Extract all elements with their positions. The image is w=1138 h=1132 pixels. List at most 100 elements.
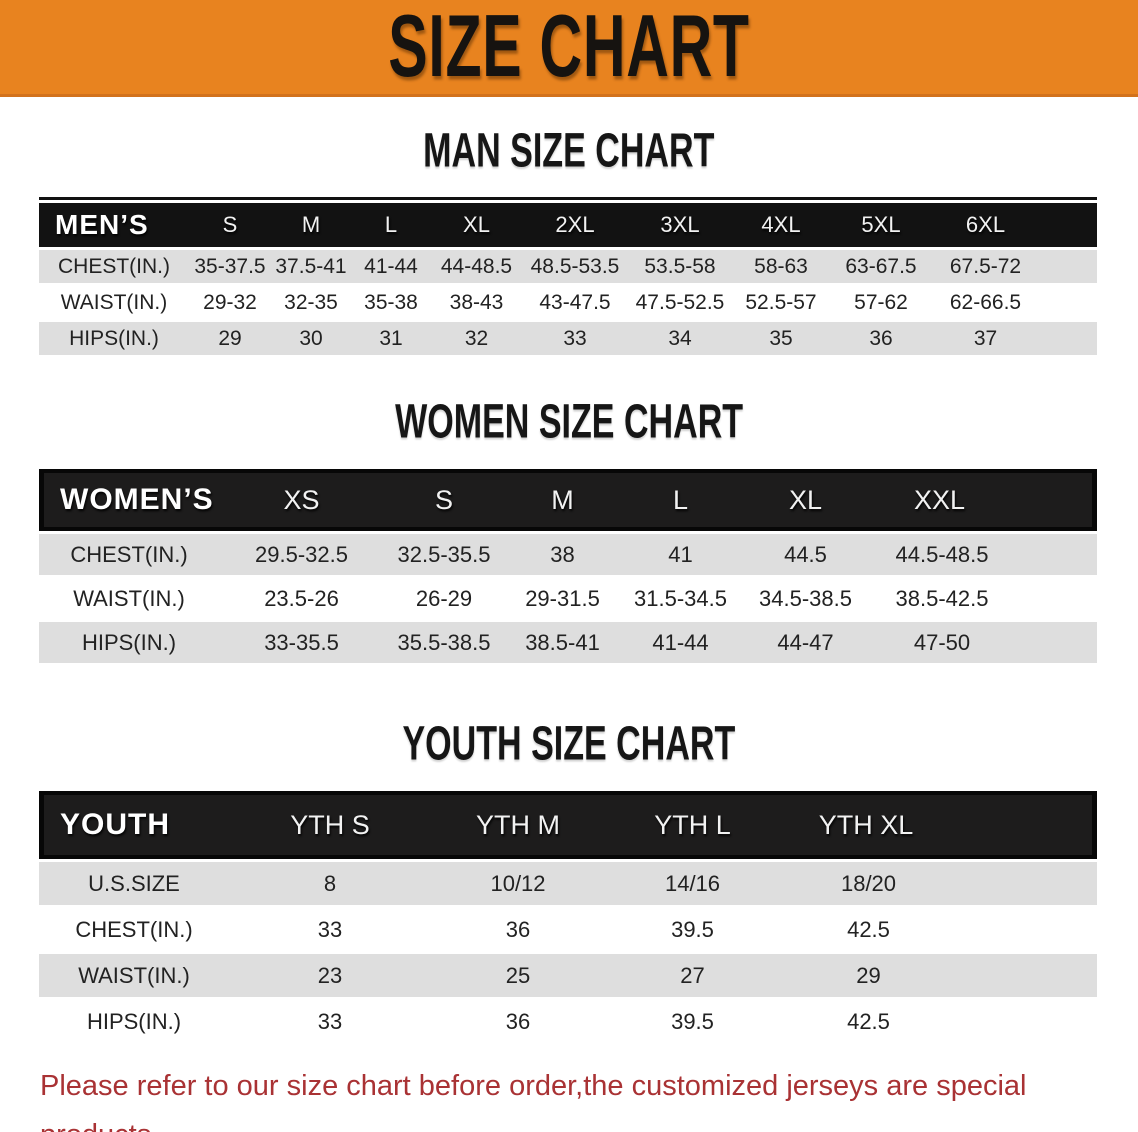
men-column-header-0: S [189, 203, 271, 247]
men-cell-1-8: 62-66.5 [932, 286, 1097, 319]
men-cell-2-5: 34 [628, 322, 732, 355]
youth-table-row-1: CHEST(IN.) 33 36 39.5 42.5 [39, 908, 1097, 951]
women-column-header-1: S [384, 469, 504, 531]
women-size-table: WOMEN’S XS S M L XL XXL CHEST(IN.) 29.5-32.5 32.5… [39, 466, 1097, 666]
men-table-row-0: CHEST(IN.) 35-37.5 37.5-41 41-44 44-48.5 48.5… [39, 250, 1097, 283]
youth-cell-3-3: 42.5 [780, 1000, 1097, 1043]
women-cell-0-2: 38 [504, 534, 621, 575]
men-column-header-5: 3XL [628, 203, 732, 247]
women-cell-0-1: 32.5-35.5 [384, 534, 504, 575]
youth-section-heading: YOUTH SIZE CHART [0, 716, 1138, 770]
youth-table-row-3: HIPS(IN.) 33 36 39.5 42.5 [39, 1000, 1097, 1043]
youth-cell-1-0: 33 [229, 908, 431, 951]
men-group-label: MEN’S [39, 203, 189, 247]
women-column-header-3: L [621, 469, 740, 531]
youth-cell-1-1: 36 [431, 908, 605, 951]
men-column-header-4: 2XL [522, 203, 628, 247]
women-section-heading: WOMEN SIZE CHART [0, 394, 1138, 448]
men-row-label-1: WAIST(IN.) [39, 286, 189, 319]
youth-row-label-1: CHEST(IN.) [39, 908, 229, 951]
men-table-top-rule [39, 197, 1097, 200]
men-cell-1-1: 32-35 [271, 286, 351, 319]
men-cell-2-1: 30 [271, 322, 351, 355]
men-cell-0-8: 67.5-72 [932, 250, 1097, 283]
men-column-header-6: 4XL [732, 203, 830, 247]
youth-row-label-2: WAIST(IN.) [39, 954, 229, 997]
men-section-heading-text: MAN SIZE CHART [423, 122, 715, 178]
men-cell-1-3: 38-43 [431, 286, 522, 319]
men-cell-1-7: 57-62 [830, 286, 932, 319]
men-cell-1-5: 47.5-52.5 [628, 286, 732, 319]
youth-column-header-3: YTH XL [780, 791, 1097, 859]
youth-column-header-0: YTH S [229, 791, 431, 859]
women-cell-2-0: 33-35.5 [219, 622, 384, 663]
men-cell-2-7: 36 [830, 322, 932, 355]
men-row-label-2: HIPS(IN.) [39, 322, 189, 355]
women-cell-0-3: 41 [621, 534, 740, 575]
women-cell-2-1: 35.5-38.5 [384, 622, 504, 663]
youth-cell-0-3: 18/20 [780, 862, 1097, 905]
youth-cell-0-0: 8 [229, 862, 431, 905]
youth-table-row-2: WAIST(IN.) 23 25 27 29 [39, 954, 1097, 997]
women-group-label: WOMEN’S [39, 469, 219, 531]
men-cell-0-5: 53.5-58 [628, 250, 732, 283]
men-cell-2-3: 32 [431, 322, 522, 355]
youth-cell-1-2: 39.5 [605, 908, 780, 951]
size-chart-banner: SIZE CHART [0, 0, 1138, 97]
youth-cell-2-3: 29 [780, 954, 1097, 997]
men-table-row-1: WAIST(IN.) 29-32 32-35 35-38 38-43 43-47.5 47.… [39, 286, 1097, 319]
women-column-header-0: XS [219, 469, 384, 531]
men-table-row-2: HIPS(IN.) 29 30 31 32 33 34 35 36 37 [39, 322, 1097, 355]
youth-cell-3-0: 33 [229, 1000, 431, 1043]
women-cell-1-2: 29-31.5 [504, 578, 621, 619]
men-cell-0-6: 58-63 [732, 250, 830, 283]
youth-cell-3-1: 36 [431, 1000, 605, 1043]
youth-cell-2-0: 23 [229, 954, 431, 997]
women-table-row-1: WAIST(IN.) 23.5-26 26-29 29-31.5 31.5-34.5 34… [39, 578, 1097, 619]
youth-size-table-wrap: YOUTH YTH S YTH M YTH L YTH XL U.S.SIZE 8 10/12… [39, 788, 1097, 1046]
men-column-header-2: L [351, 203, 431, 247]
women-column-header-5: XXL [871, 469, 1097, 531]
women-section-heading-text: WOMEN SIZE CHART [395, 393, 743, 449]
men-cell-1-4: 43-47.5 [522, 286, 628, 319]
women-cell-0-5: 44.5-48.5 [871, 534, 1097, 575]
youth-row-label-3: HIPS(IN.) [39, 1000, 229, 1043]
men-cell-0-0: 35-37.5 [189, 250, 271, 283]
women-cell-1-1: 26-29 [384, 578, 504, 619]
men-cell-0-2: 41-44 [351, 250, 431, 283]
youth-cell-0-2: 14/16 [605, 862, 780, 905]
youth-group-label: YOUTH [39, 791, 229, 859]
youth-cell-0-1: 10/12 [431, 862, 605, 905]
men-column-header-1: M [271, 203, 351, 247]
youth-cell-3-2: 39.5 [605, 1000, 780, 1043]
men-cell-2-8: 37 [932, 322, 1097, 355]
men-column-header-3: XL [431, 203, 522, 247]
men-section-heading: MAN SIZE CHART [0, 123, 1138, 177]
women-table-row-2: HIPS(IN.) 33-35.5 35.5-38.5 38.5-41 41-44 44-… [39, 622, 1097, 663]
men-cell-2-2: 31 [351, 322, 431, 355]
women-size-table-wrap: WOMEN’S XS S M L XL XXL CHEST(IN.) 29.5-32.5 32.5… [39, 466, 1097, 666]
page-title: SIZE CHART [388, 0, 750, 96]
men-cell-1-2: 35-38 [351, 286, 431, 319]
disclaimer-text: Please refer to our size chart before or… [40, 1062, 1118, 1132]
men-cell-1-6: 52.5-57 [732, 286, 830, 319]
men-column-header-8: 6XL [932, 203, 1097, 247]
women-table-row-0: CHEST(IN.) 29.5-32.5 32.5-35.5 38 41 44.5 44.5… [39, 534, 1097, 575]
disclaimer-line-1: Please refer to our size chart before or… [40, 1070, 1027, 1132]
women-cell-1-4: 34.5-38.5 [740, 578, 871, 619]
men-cell-0-4: 48.5-53.5 [522, 250, 628, 283]
women-cell-0-0: 29.5-32.5 [219, 534, 384, 575]
youth-cell-1-3: 42.5 [780, 908, 1097, 951]
men-size-table-wrap: MEN’S S M L XL 2XL 3XL 4XL 5XL 6XL CHEST(IN.) 35-37… [39, 197, 1097, 358]
youth-column-header-2: YTH L [605, 791, 780, 859]
men-column-header-7: 5XL [830, 203, 932, 247]
youth-column-header-1: YTH M [431, 791, 605, 859]
women-cell-2-5: 47-50 [871, 622, 1097, 663]
youth-cell-2-2: 27 [605, 954, 780, 997]
women-cell-2-2: 38.5-41 [504, 622, 621, 663]
youth-cell-2-1: 25 [431, 954, 605, 997]
men-cell-0-3: 44-48.5 [431, 250, 522, 283]
men-size-table: MEN’S S M L XL 2XL 3XL 4XL 5XL 6XL CHEST(IN.) 35-37… [39, 200, 1097, 358]
women-cell-1-0: 23.5-26 [219, 578, 384, 619]
